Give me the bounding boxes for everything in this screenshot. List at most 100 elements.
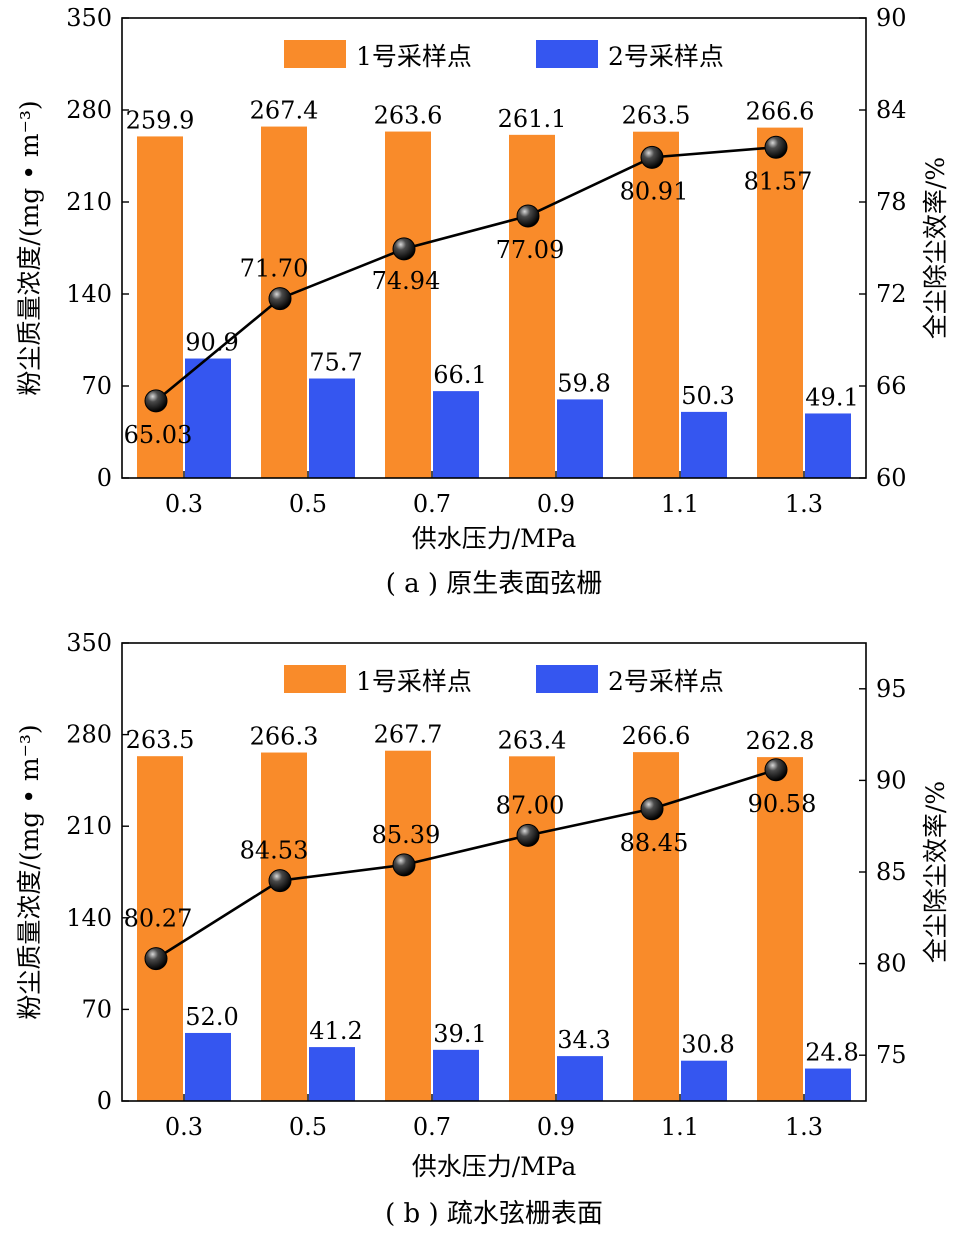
data-label-site1-3: 263.4: [498, 726, 567, 754]
legend-label-site1: 1号采样点: [356, 667, 472, 696]
legend-swatch-site2: [536, 40, 598, 68]
efficiency-label-3: 77.09: [496, 236, 565, 264]
efficiency-point-3: [516, 823, 540, 847]
chart-panel-a: 259.9 267.4 263.6 261.1 263.5 266.6 90.9 75.7 66…: [15, 4, 950, 599]
legend-label-site2: 2号采样点: [608, 42, 724, 71]
data-label-site2-0: 52.0: [185, 1003, 238, 1031]
x-tick-label: 1.1: [661, 1113, 699, 1141]
data-label-site1-1: 267.4: [250, 97, 319, 125]
plot-frame: [121, 17, 867, 479]
y-tick-label-right: 66: [876, 372, 907, 400]
y-tick-label-left: 140: [66, 904, 112, 932]
bar-site2-1: [309, 1047, 355, 1101]
data-label-site1-5: 262.8: [746, 727, 815, 755]
efficiency-label-4: 88.45: [620, 829, 689, 857]
legend-swatch-site2: [536, 665, 598, 693]
efficiency-label-3: 87.00: [496, 791, 565, 819]
legend-label-site1: 1号采样点: [356, 42, 472, 71]
data-label-site1-4: 263.5: [622, 102, 691, 130]
bar-site1-5: [757, 127, 803, 479]
data-label-site2-1: 75.7: [309, 349, 362, 377]
y-tick-label-left: 210: [66, 812, 112, 840]
x-tick-label: 0.5: [289, 1113, 327, 1141]
data-label-site1-2: 267.7: [374, 721, 443, 749]
bar-site2-1: [309, 378, 355, 478]
efficiency-line: [155, 768, 777, 960]
y-axis-title-right: 全尘除尘效率/%: [921, 781, 950, 963]
data-label-site1-0: 263.5: [126, 726, 195, 754]
efficiency-point-1: [268, 287, 292, 311]
efficiency-point-0: [144, 947, 168, 971]
bar-site2-5: [805, 413, 851, 478]
bar-site2-4: [681, 411, 727, 478]
data-label-site2-5: 24.8: [805, 1039, 858, 1067]
x-tick-label: 1.1: [661, 490, 699, 518]
data-label-site2-3: 34.3: [557, 1026, 610, 1054]
efficiency-point-3: [516, 204, 540, 228]
y-tick-label-right: 80: [876, 950, 907, 978]
bar-site1-0: [137, 756, 183, 1101]
efficiency-point-2: [392, 853, 416, 877]
bar-site1-1: [261, 752, 307, 1101]
y-tick-label-left: 0: [97, 464, 112, 492]
data-label-site2-2: 39.1: [433, 1020, 486, 1048]
efficiency-label-0: 80.27: [124, 905, 193, 933]
efficiency-point-0: [144, 389, 168, 413]
y-tick-label-left: 70: [81, 372, 112, 400]
x-tick-label: 1.3: [785, 1113, 823, 1141]
bar-site2-2: [433, 1049, 479, 1101]
panel-caption: ( b ) 疏水弦栅表面: [385, 1199, 603, 1229]
y-axis-title-left: 粉尘质量浓度/(mg • m⁻³): [15, 100, 44, 395]
bar-site1-5: [757, 757, 803, 1101]
data-label-site1-3: 261.1: [498, 105, 567, 133]
efficiency-label-5: 90.58: [748, 790, 817, 818]
bar-site1-2: [385, 750, 431, 1101]
y-axis-title-left: 粉尘质量浓度/(mg • m⁻³): [15, 724, 44, 1019]
bar-site1-3: [509, 756, 555, 1101]
data-label-site2-4: 50.3: [681, 382, 734, 410]
y-tick-label-right: 60: [876, 464, 907, 492]
bar-site2-0: [185, 1032, 231, 1101]
efficiency-label-2: 85.39: [372, 821, 441, 849]
y-tick-label-right: 84: [876, 96, 907, 124]
y-tick-label-right: 72: [876, 280, 907, 308]
data-label-site1-2: 263.6: [374, 102, 443, 130]
y-tick-label-left: 0: [97, 1087, 112, 1115]
legend-label-site2: 2号采样点: [608, 667, 724, 696]
efficiency-line: [155, 145, 777, 402]
bar-site2-2: [433, 391, 479, 478]
x-tick-label: 0.9: [537, 490, 575, 518]
y-tick-label-left: 70: [81, 995, 112, 1023]
x-tick-label: 0.7: [413, 1113, 451, 1141]
efficiency-point-5: [764, 135, 788, 159]
efficiency-label-1: 71.70: [240, 255, 309, 283]
panel-caption: ( a ) 原生表面弦栅: [386, 569, 603, 599]
y-tick-label-right: 95: [876, 675, 907, 703]
y-tick-label-left: 350: [66, 629, 112, 657]
y-tick-label-left: 140: [66, 280, 112, 308]
y-tick-label-left: 350: [66, 4, 112, 32]
bar-site1-4: [633, 131, 679, 478]
x-tick-label: 0.9: [537, 1113, 575, 1141]
x-axis-title: 供水压力/MPa: [412, 524, 577, 553]
bar-site2-4: [681, 1060, 727, 1101]
x-tick-label: 0.5: [289, 490, 327, 518]
data-label-site2-4: 30.8: [681, 1031, 734, 1059]
x-tick-label: 1.3: [785, 490, 823, 518]
y-tick-label-left: 210: [66, 188, 112, 216]
data-label-site2-0: 90.9: [185, 329, 238, 357]
data-label-site1-0: 259.9: [126, 106, 195, 134]
data-label-site1-1: 266.3: [250, 723, 319, 751]
x-tick-label: 0.3: [165, 1113, 203, 1141]
bar-site2-0: [185, 358, 231, 478]
efficiency-label-5: 81.57: [744, 167, 813, 195]
chart-panel-b: 263.5 266.3 267.7 263.4 266.6 262.8 52.0 41.2 39…: [15, 629, 950, 1229]
x-tick-label: 0.7: [413, 490, 451, 518]
y-tick-label-right: 85: [876, 858, 907, 886]
bar-site2-3: [557, 399, 603, 478]
efficiency-label-0: 65.03: [124, 421, 193, 449]
y-tick-label-right: 90: [876, 766, 907, 794]
efficiency-point-1: [268, 869, 292, 893]
y-tick-label-left: 280: [66, 96, 112, 124]
